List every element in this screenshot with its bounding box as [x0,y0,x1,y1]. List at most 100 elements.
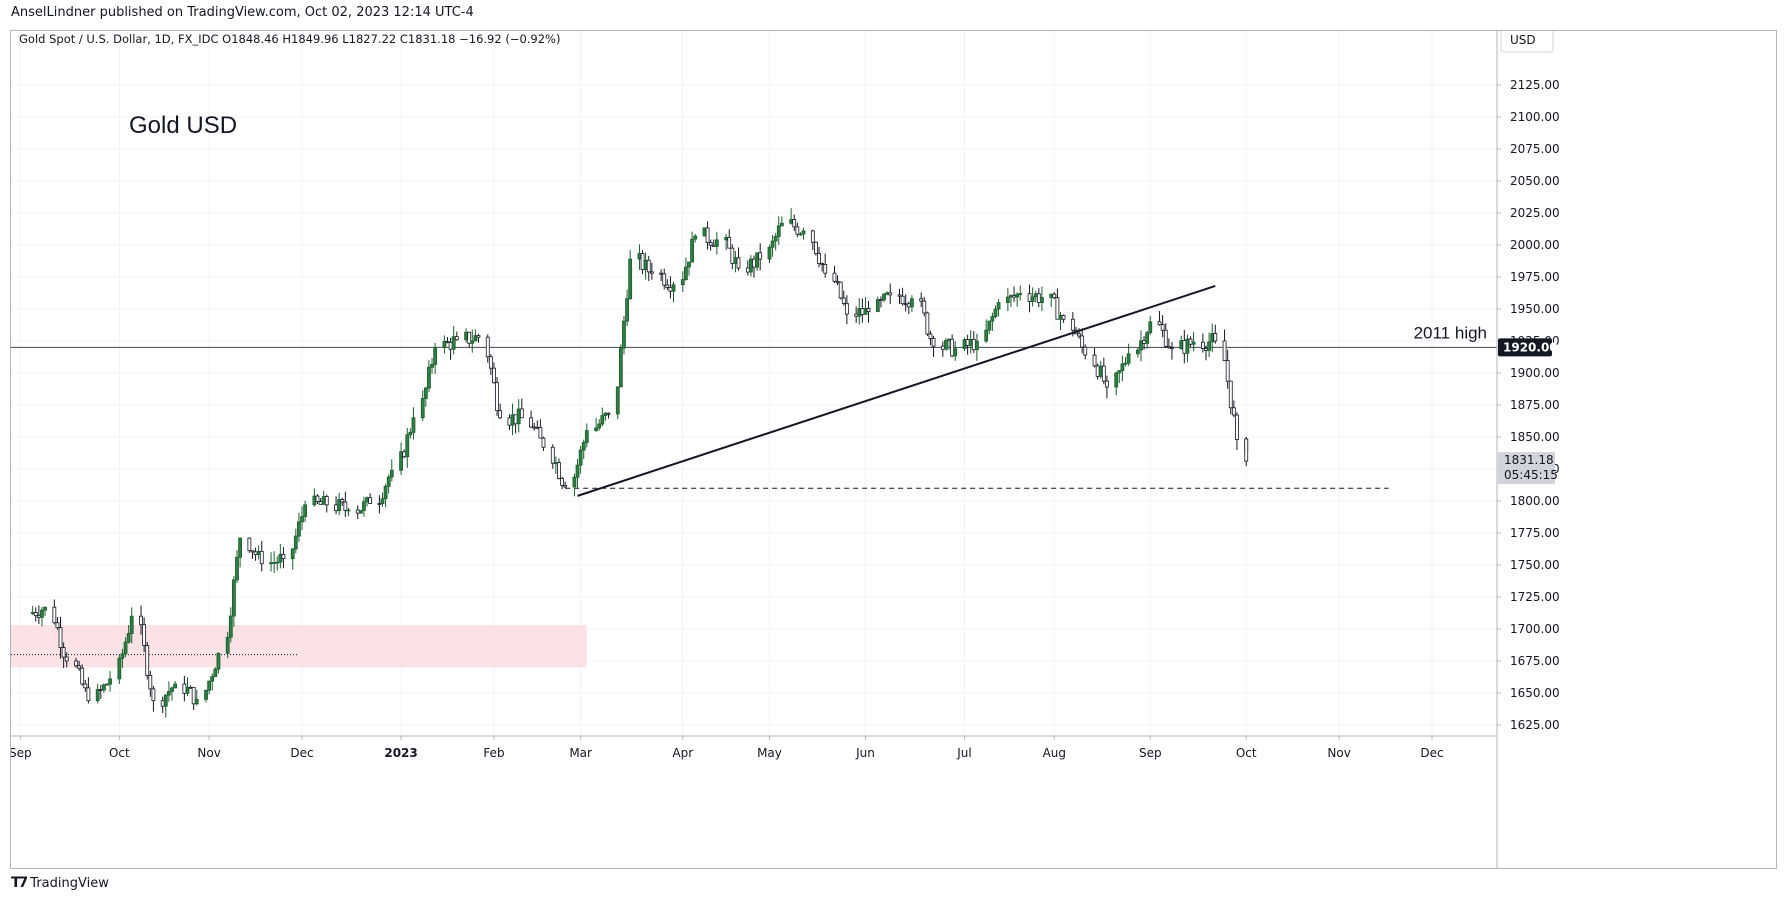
candle[interactable] [529,410,533,428]
candle[interactable] [101,683,106,693]
candle[interactable] [1015,292,1020,307]
candle[interactable] [1191,332,1196,352]
candle[interactable] [470,329,475,353]
candle[interactable] [148,670,153,697]
candle[interactable] [129,607,134,644]
candle[interactable] [727,229,732,249]
candle[interactable] [191,686,196,711]
candle[interactable] [163,694,168,718]
candle[interactable] [297,512,301,542]
candle[interactable] [897,288,902,304]
candle[interactable] [792,214,797,232]
candle[interactable] [64,652,69,668]
candlestick-chart[interactable]: Gold USD 2011 high Gold Spot / U.S. Doll… [11,31,1776,868]
candle[interactable] [823,253,828,278]
candle[interactable] [95,684,100,704]
candle[interactable] [606,412,611,419]
candle[interactable] [86,677,91,704]
candle[interactable] [584,423,589,448]
candle[interactable] [235,549,239,584]
candle[interactable] [649,262,654,280]
candle[interactable] [1105,375,1109,399]
candle[interactable] [105,683,109,686]
candle[interactable] [58,616,63,659]
candle[interactable] [427,360,431,392]
candle[interactable] [185,677,190,696]
candle[interactable] [776,216,781,246]
candle[interactable] [1126,343,1131,366]
candle[interactable] [996,299,1001,317]
candle[interactable] [300,506,304,531]
candle[interactable] [844,295,849,325]
candle[interactable] [77,660,82,671]
candle[interactable] [832,265,837,284]
candle[interactable] [405,428,410,468]
candle[interactable] [1030,287,1035,307]
candle[interactable] [770,234,775,257]
candle[interactable] [120,648,125,668]
candle[interactable] [126,624,131,644]
candle[interactable] [993,305,998,319]
candle[interactable] [123,637,128,657]
candle[interactable] [1170,341,1174,360]
candle[interactable] [1188,336,1193,347]
candle[interactable] [841,290,846,306]
candle[interactable] [900,287,905,306]
candle[interactable] [538,419,543,439]
candle[interactable] [1166,338,1171,349]
candle[interactable] [476,333,481,343]
candle[interactable] [430,358,434,374]
candle[interactable] [581,439,586,460]
candle[interactable] [194,689,199,706]
candle[interactable] [485,334,490,363]
candle[interactable] [166,681,171,702]
candle[interactable] [216,652,221,674]
candle[interactable] [74,657,78,668]
candle[interactable] [767,244,772,264]
candle[interactable] [714,231,719,255]
candle[interactable] [622,315,626,355]
candle[interactable] [519,398,524,419]
candle[interactable] [1139,330,1143,362]
candle[interactable] [1163,323,1168,348]
candle[interactable] [324,494,329,513]
candle[interactable] [377,495,382,514]
candle[interactable] [207,680,212,695]
candle[interactable] [600,407,605,427]
candle[interactable] [615,386,620,420]
candle[interactable] [1080,328,1085,354]
candle[interactable] [773,233,778,251]
candle[interactable] [1117,369,1122,384]
candle[interactable] [315,494,320,504]
candle[interactable] [925,311,930,336]
candle[interactable] [550,444,555,469]
candle[interactable] [736,247,741,271]
candle[interactable] [801,227,806,240]
candle[interactable] [597,419,602,431]
candle[interactable] [687,261,691,276]
candle[interactable] [628,250,633,300]
candle[interactable] [779,216,784,227]
candle[interactable] [838,281,843,300]
candle[interactable] [210,673,215,691]
time-axis[interactable]: Sep Oct Nov Dec 2023 Feb Mar Apr May Jun Jul Aug Sep… [11,736,1444,760]
candle[interactable] [882,292,886,303]
candle[interactable] [702,227,707,237]
candle[interactable] [953,341,958,361]
candle[interactable] [173,680,177,689]
candle[interactable] [578,445,583,474]
candle[interactable] [987,320,992,335]
candle[interactable] [1225,349,1230,389]
candle[interactable] [420,390,425,421]
candle[interactable] [358,510,363,514]
candle[interactable] [1185,334,1190,363]
candle[interactable] [755,252,759,271]
candle[interactable] [411,407,416,440]
candle[interactable] [380,492,385,507]
candle[interactable] [909,295,914,312]
candle[interactable] [228,607,233,643]
candle[interactable] [922,296,927,317]
candle[interactable] [594,418,599,432]
candle[interactable] [875,296,880,313]
candle[interactable] [170,686,174,701]
